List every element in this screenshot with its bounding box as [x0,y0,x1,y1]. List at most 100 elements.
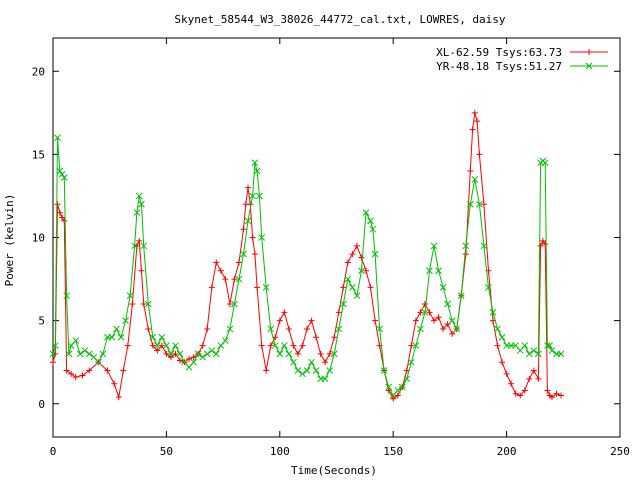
x-axis-label: Time(Seconds) [291,464,377,477]
data-point [376,325,383,333]
data-point [407,358,415,366]
data-point [276,317,283,324]
data-point [262,284,270,291]
data-point [81,347,89,354]
data-point [186,355,193,362]
data-point [326,350,333,357]
data-point [494,325,501,333]
data-point [213,259,220,266]
x-tick-label: 150 [383,445,403,458]
data-point [358,267,365,275]
data-point [541,159,549,167]
data-point [548,347,556,354]
data-point [208,347,216,354]
data-point [508,380,515,387]
data-point [530,347,538,354]
data-point [63,292,70,300]
data-point [235,259,242,266]
data-point [199,353,207,361]
data-point [449,330,456,337]
data-point [530,367,537,374]
data-point [115,394,122,401]
data-point [256,192,263,200]
data-point [421,301,428,307]
data-point [494,342,501,349]
data-point [430,242,438,250]
data-point [353,242,360,249]
data-point [558,392,565,399]
data-point [371,250,379,258]
data-point [467,168,474,174]
data-point [294,350,301,357]
data-point [140,242,148,250]
data-point [177,357,184,364]
series-line [52,112,562,400]
x-tick-label: 250 [610,445,630,458]
legend-marker [586,49,592,55]
data-point [285,350,293,358]
data-point [138,200,145,208]
data-point [312,367,320,374]
data-point [158,342,165,349]
data-point [138,267,145,274]
data-point [95,358,102,366]
data-point [417,325,424,333]
data-point [326,367,334,374]
data-point [489,308,497,316]
data-point [372,317,379,324]
data-point [390,395,397,402]
data-point [76,350,84,358]
y-axis-label: Power (kelvin) [3,194,16,287]
data-point [280,342,288,349]
data-point [535,375,542,382]
data-point [462,251,469,258]
data-point [54,201,61,208]
data-point [63,367,70,374]
data-point [86,367,93,374]
data-point [394,392,401,399]
data-point [453,325,461,333]
data-point [72,337,80,344]
data-point [231,300,238,308]
series-layer [49,109,565,402]
axes: 0 50 100 150 200 250 0 5 10 15 20 [32,38,630,458]
data-point [313,334,320,341]
data-point [104,367,111,374]
data-point [167,350,175,358]
data-point [85,350,93,358]
data-point [244,217,252,225]
data-point [190,358,197,366]
data-point [120,367,127,374]
data-point [344,259,351,266]
data-point [144,300,152,308]
data-point [542,241,549,248]
data-point [466,200,474,208]
data-point [72,374,79,381]
data-point [444,300,451,308]
legend-label: YR-48.18 Tsys:51.27 [436,60,562,73]
data-point [303,367,311,374]
data-point [321,375,329,383]
data-point [245,184,252,191]
data-point [133,209,141,216]
y-tick-label: 15 [32,148,45,161]
data-point [412,317,419,324]
data-point [222,337,229,344]
data-point [149,333,157,341]
data-point [124,342,131,349]
data-point [267,325,275,333]
data-point [471,175,479,183]
x-tick-label: 200 [497,445,517,458]
data-point [340,284,347,291]
data-point [526,375,533,382]
data-point [317,350,324,357]
data-point [408,342,415,349]
data-point [129,301,136,307]
data-point [267,342,274,349]
x-tick-label: 0 [50,445,57,458]
data-point [426,267,433,275]
data-point [539,237,546,244]
data-point [339,300,347,308]
data-point [65,350,73,358]
